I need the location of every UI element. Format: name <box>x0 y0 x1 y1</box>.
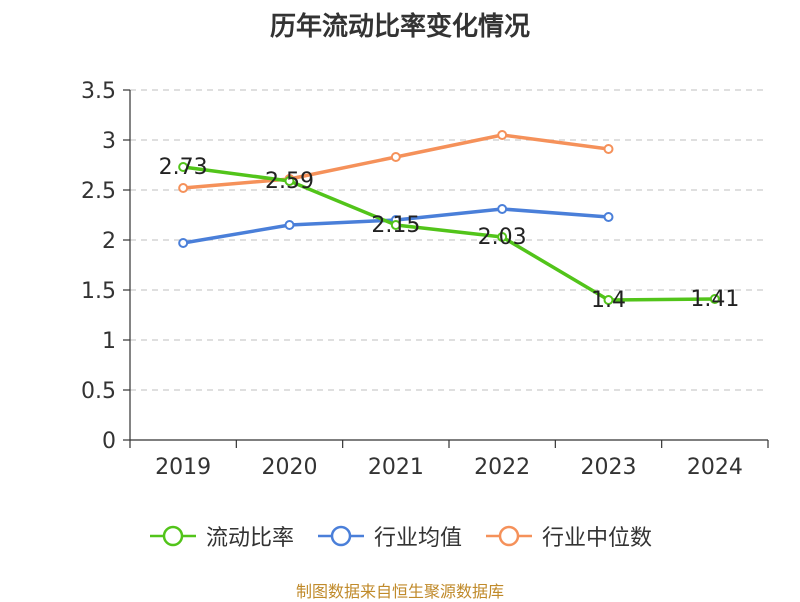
y-tick-label: 3.5 <box>81 79 116 104</box>
legend-item[interactable]: 行业中位数 <box>484 520 652 552</box>
data-point <box>284 176 295 186</box>
legend: 流动比率 行业均值 行业中位数 <box>0 520 800 552</box>
data-label: 2.59 <box>265 169 314 194</box>
axes: 0 0.5 1 1.5 2 2.5 3 3.5 2019 2020 2021 2022 2023 2024 <box>81 79 769 480</box>
legend-marker-icon <box>149 525 196 547</box>
x-tick-label: 2022 <box>474 455 530 480</box>
y-tick-label: 0.5 <box>81 379 116 404</box>
x-tick-label: 2020 <box>262 455 318 480</box>
x-tick-label: 2024 <box>687 455 743 480</box>
data-point <box>178 183 189 193</box>
data-point <box>603 212 614 222</box>
y-tick-label: 3 <box>102 129 116 154</box>
data-point <box>284 220 295 230</box>
x-tick-label: 2021 <box>368 455 424 480</box>
data-label: 2.03 <box>478 225 527 250</box>
y-tick-label: 1.5 <box>81 279 116 304</box>
data-point <box>603 295 614 305</box>
source-note: 制图数据来自恒生聚源数据库 <box>295 582 504 601</box>
x-tick-label: 2023 <box>581 455 637 480</box>
data-label: 2.73 <box>159 155 208 180</box>
series-lines <box>178 130 720 305</box>
legend-label: 流动比率 <box>205 526 294 551</box>
x-tick-label: 2019 <box>155 455 211 480</box>
data-point <box>390 152 401 162</box>
legend-marker-icon <box>486 525 532 547</box>
grid-lines <box>130 89 768 391</box>
chart-title: 历年流动比率变化情况 <box>269 12 530 42</box>
data-label: 2.15 <box>371 213 420 238</box>
data-point <box>178 162 189 172</box>
data-labels: 2.73 2.59 2.15 2.03 1.4 1.41 <box>159 155 740 313</box>
data-point <box>390 220 401 230</box>
data-point <box>603 144 614 154</box>
y-tick-label: 2 <box>102 229 116 254</box>
data-label: 1.4 <box>591 288 626 313</box>
data-point <box>709 294 720 304</box>
legend-label: 行业均值 <box>373 526 462 551</box>
data-point <box>178 238 189 248</box>
data-point <box>497 232 508 242</box>
data-label: 1.41 <box>690 287 739 312</box>
legend-marker-icon <box>317 525 364 547</box>
legend-label: 行业中位数 <box>542 526 653 551</box>
y-tick-label: 1 <box>102 329 116 354</box>
data-point <box>497 204 508 214</box>
series-line <box>181 165 717 302</box>
legend-item[interactable]: 流动比率 <box>148 520 294 552</box>
legend-item[interactable]: 行业均值 <box>316 520 462 552</box>
y-tick-label: 0 <box>102 429 116 454</box>
y-tick-label: 2.5 <box>81 179 116 204</box>
data-point <box>497 130 508 140</box>
